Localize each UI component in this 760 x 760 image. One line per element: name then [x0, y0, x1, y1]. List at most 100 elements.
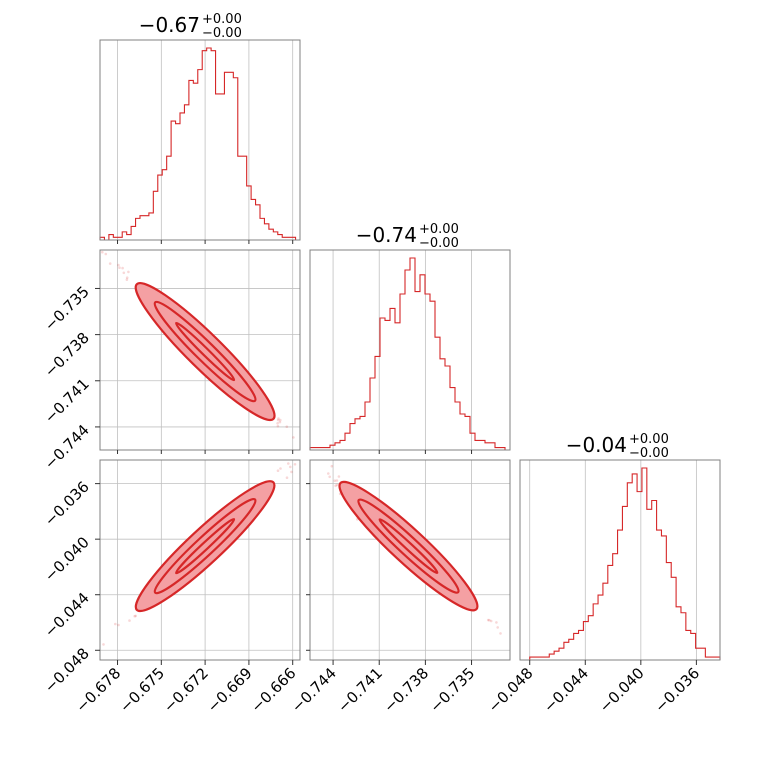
contour-level-2 — [378, 518, 439, 574]
contour-level-0 — [134, 282, 276, 422]
title-value: −0.04 — [566, 433, 627, 457]
sample-point — [276, 469, 280, 473]
contour-level-0 — [338, 480, 479, 612]
x-tick-label: −0.675 — [116, 664, 168, 716]
title-plus: +0.00 — [419, 222, 459, 237]
sample-point — [125, 278, 129, 282]
hist-0-frame — [99, 39, 301, 241]
sample-point — [121, 266, 124, 270]
contour-level-1 — [153, 497, 257, 595]
sample-point — [276, 424, 280, 428]
title-plus: +0.00 — [629, 432, 669, 447]
y-tick-label: −0.738 — [41, 329, 93, 381]
y-tick-label: −0.735 — [41, 283, 93, 335]
sample-point — [277, 417, 280, 420]
sample-point — [333, 479, 337, 483]
hist-0-step-line — [99, 47, 300, 241]
sample-point — [125, 276, 129, 280]
title-minus: −0.00 — [419, 236, 459, 251]
contour-level-1 — [153, 300, 257, 403]
sample-point — [101, 250, 104, 254]
sample-point — [108, 262, 112, 265]
inner-x-ticks-1-1 — [332, 450, 473, 454]
x-tick-label: −0.744 — [288, 664, 340, 716]
sample-point — [293, 463, 297, 466]
y-tick-label: −0.040 — [41, 533, 93, 585]
hist-1-frame — [309, 249, 511, 451]
title-value: −0.74 — [356, 223, 417, 247]
title-plus: +0.00 — [202, 12, 242, 27]
title-param-1: −0.74 +0.00 −0.00 — [356, 222, 459, 251]
sample-point — [285, 425, 289, 429]
sample-point — [489, 619, 493, 623]
y-tick-label: −0.044 — [41, 589, 93, 641]
sample-point — [287, 462, 290, 465]
inner-x-ticks-0-0 — [117, 240, 294, 244]
contour-fill-region — [135, 481, 275, 611]
title-param-2: −0.04 +0.00 −0.00 — [566, 432, 669, 461]
sample-point — [122, 271, 126, 275]
panel-21-frame — [309, 459, 511, 661]
hist-1-step-line — [309, 257, 510, 451]
contour-fill-region — [135, 283, 275, 420]
sample-point — [134, 614, 137, 618]
title-param-0: −0.67 +0.00 −0.00 — [139, 12, 242, 41]
title-value: −0.67 — [139, 13, 200, 37]
x-tick-label: −0.738 — [380, 664, 432, 716]
sample-point — [330, 464, 334, 468]
x-tick-label: −0.040 — [596, 664, 648, 716]
title-minus: −0.00 — [202, 26, 242, 41]
sample-point — [486, 618, 490, 622]
contour-fill-region — [339, 481, 478, 611]
sample-point — [289, 465, 292, 469]
sample-point — [285, 476, 289, 480]
x-axis-0: −0.678−0.675−0.672−0.669−0.666 — [72, 660, 300, 716]
sample-point — [335, 483, 339, 487]
contour-level-0 — [134, 480, 276, 613]
sample-point — [279, 467, 282, 470]
sample-point — [499, 632, 502, 635]
scatter-panel-1-0 — [99, 249, 301, 451]
sample-point — [133, 614, 136, 618]
sample-point — [334, 484, 337, 488]
y-tick-label: −0.741 — [41, 375, 93, 427]
x-tick-label: −0.044 — [540, 664, 592, 716]
x-tick-label: −0.735 — [426, 664, 478, 716]
hist-panel-1 — [309, 249, 511, 451]
hist-panel-0 — [99, 39, 301, 241]
sample-point — [328, 475, 332, 479]
hist-2-step-line — [520, 467, 721, 661]
x-tick-label: −0.672 — [160, 664, 212, 716]
scatter-panel-2-1 — [309, 459, 511, 661]
sample-point — [102, 643, 105, 646]
sample-point — [292, 436, 295, 439]
title-minus: −0.00 — [629, 446, 669, 461]
sample-point — [278, 420, 282, 424]
panel-20-frame — [99, 459, 301, 661]
sample-point — [127, 270, 130, 274]
sample-point — [488, 618, 491, 622]
x-tick-label: −0.741 — [334, 664, 386, 716]
x-tick-label: −0.036 — [651, 664, 703, 716]
sample-point — [117, 623, 120, 627]
inner-y-ticks-2-1 — [306, 483, 310, 651]
x-tick-label: −0.048 — [485, 664, 537, 716]
sample-point — [337, 475, 341, 478]
hist-panel-2 — [519, 459, 721, 661]
x-tick-label: −0.678 — [72, 664, 124, 716]
sample-point — [327, 472, 330, 475]
sample-point — [118, 266, 121, 270]
sample-point — [276, 418, 280, 422]
sample-point — [114, 622, 117, 626]
panel-10-frame — [99, 249, 301, 451]
sample-point — [128, 619, 131, 622]
sample-point — [495, 621, 498, 624]
x-axis-2: −0.048 −0.044 −0.040 −0.036 — [485, 660, 703, 716]
contour-level-1 — [357, 498, 460, 594]
x-axis-1: −0.744−0.741−0.738−0.735 — [288, 660, 478, 716]
contour-level-2 — [175, 517, 236, 575]
sample-point — [117, 263, 120, 267]
hist-2-frame — [519, 459, 721, 661]
sample-point — [276, 422, 279, 425]
